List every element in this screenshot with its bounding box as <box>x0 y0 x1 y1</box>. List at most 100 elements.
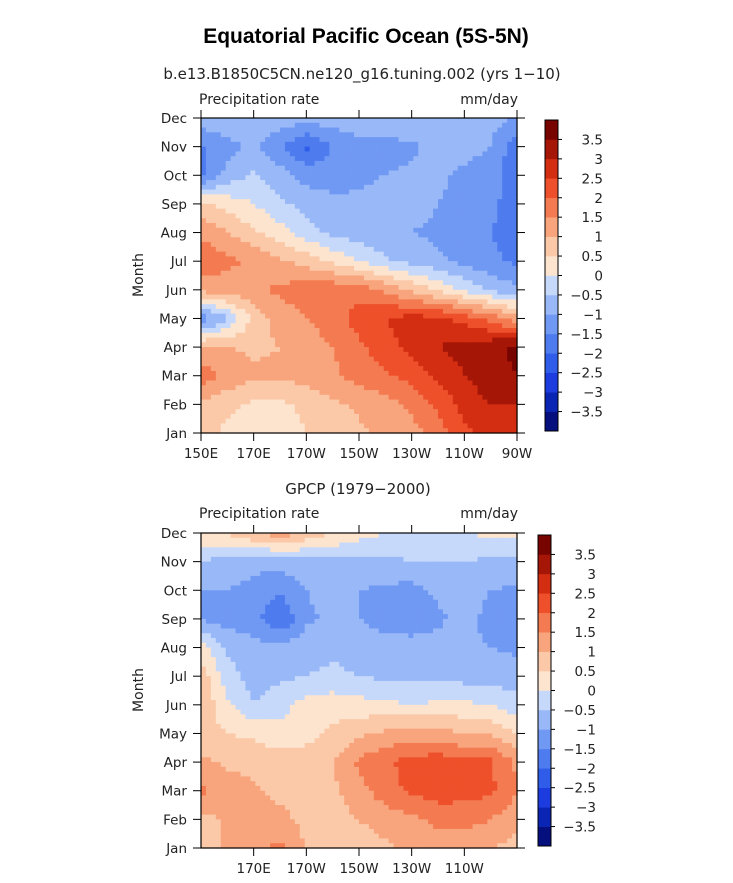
panel-model-contour-cell <box>349 285 355 291</box>
panel-model-contour-cell <box>502 337 508 343</box>
panel-model-contour-cell <box>368 203 375 210</box>
panel-model-contour-cell <box>492 289 498 296</box>
panel-model-contour-cell <box>467 409 474 415</box>
panel-model-contour-cell <box>245 428 251 434</box>
panel-model-contour-cell <box>408 203 414 210</box>
panel-model-contour-cell <box>487 203 493 210</box>
panel-model-contour-cell <box>240 256 247 262</box>
panel-model-contour-cell <box>423 332 429 339</box>
panel-model-contour-cell <box>354 127 360 133</box>
panel-model-contour-cell <box>433 399 439 405</box>
panel-model-contour-cell <box>280 141 286 148</box>
panel-model-contour-cell <box>507 347 513 353</box>
panel-model-contour-cell <box>418 180 424 186</box>
panel-model-contour-cell <box>467 203 474 210</box>
panel-model-contour-cell <box>265 289 271 296</box>
panel-model-contour-cell <box>201 399 207 405</box>
panel-model-contour-cell <box>428 208 434 215</box>
panel-model-contour-cell <box>393 265 400 272</box>
panel-model-contour-cell <box>363 351 370 358</box>
panel-model-contour-cell <box>359 160 365 167</box>
panel-model-contour-cell <box>359 380 365 386</box>
panel-gpcp-contour-cell <box>467 575 474 582</box>
panel-model-contour-cell <box>334 194 340 200</box>
panel-model-contour-cell <box>230 132 237 138</box>
panel-model-contour-cell <box>294 294 301 300</box>
panel-gpcp-contour-cell <box>265 537 271 544</box>
panel-model-contour-cell <box>433 223 439 229</box>
panel-model-contour-cell <box>309 170 316 176</box>
panel-model-contour-cell <box>447 409 454 415</box>
panel-model-contour-cell <box>507 285 513 291</box>
panel-model-contour-cell <box>299 118 306 124</box>
panel-model-contour-cell <box>235 409 242 415</box>
panel-model-contour-cell <box>240 265 247 272</box>
panel-model-contour-cell <box>418 237 424 243</box>
panel-model-contour-cell <box>472 399 479 405</box>
panel-model-contour-cell <box>255 203 261 210</box>
panel-model-contour-cell <box>487 146 493 153</box>
panel-model-contour-cell <box>201 275 207 281</box>
panel-model-contour-cell <box>428 223 434 229</box>
panel-gpcp-contour-cell <box>255 537 261 544</box>
panel-model-contour-cell <box>319 304 326 310</box>
panel-model-contour-cell <box>403 347 409 353</box>
panel-model-contour-cell <box>393 160 400 167</box>
panel-model-contour-cell <box>492 304 498 310</box>
panel-model-contour-cell <box>442 299 449 305</box>
panel-model-contour-cell <box>339 409 345 415</box>
panel-model-contour-cell <box>205 299 212 305</box>
panel-model-contour-cell <box>309 375 316 382</box>
panel-model-contour-cell <box>388 208 395 215</box>
panel-model-contour-cell <box>250 337 256 343</box>
panel-model-contour-cell <box>299 337 306 343</box>
panel-model-contour-cell <box>344 299 350 305</box>
panel-model-contour-cell <box>260 294 266 300</box>
panel-model-contour-cell <box>240 165 247 172</box>
panel-model-contour-cell <box>497 127 503 133</box>
panel-model-contour-cell <box>482 141 488 148</box>
panel-model-contour-cell <box>487 194 493 200</box>
panel-model-contour-cell <box>388 361 395 367</box>
panel-model-contour-cell <box>487 323 493 329</box>
panel-model-contour-cell <box>403 208 409 215</box>
panel-model-contour-cell <box>280 194 286 200</box>
panel-gpcp-contour-cell <box>289 537 296 544</box>
panel-model-contour-cell <box>275 423 281 429</box>
panel-model-contour-cell <box>388 251 395 258</box>
panel-gpcp-contour-cell <box>507 533 513 539</box>
panel-model-contour-cell <box>230 366 237 372</box>
panel-model-contour-cell <box>255 299 261 305</box>
panel-model-contour-cell <box>413 342 419 348</box>
panel-model-contour-cell <box>220 418 227 425</box>
panel-model-contour-cell <box>235 356 242 363</box>
panel-model-contour-cell <box>299 156 306 162</box>
panel-model-contour-cell <box>329 313 335 320</box>
panel-model-contour-cell <box>482 180 488 186</box>
panel-model-contour-cell <box>398 170 405 176</box>
panel-model-contour-cell <box>447 194 454 200</box>
panel-gpcp-contour-cell <box>284 566 291 572</box>
panel-model-contour-cell <box>492 189 498 195</box>
panel-gpcp-contour-cell <box>398 561 405 568</box>
panel-model-contour-cell <box>220 313 227 320</box>
panel-model-contour-cell <box>309 418 316 425</box>
panel-model-contour-cell <box>502 308 508 315</box>
panel-model-contour-cell <box>225 232 232 238</box>
panel-model-contour-cell <box>447 390 454 396</box>
panel-model-contour-cell <box>393 342 400 348</box>
panel-model-contour-cell <box>457 361 464 367</box>
panel-model-contour-cell <box>403 428 409 434</box>
panel-model-contour-cell <box>497 256 503 262</box>
panel-model-contour-cell <box>438 390 444 396</box>
panel-gpcp-contour-cell <box>408 533 414 539</box>
panel-model-contour-cell <box>354 394 360 401</box>
panel-gpcp-contour-cell <box>339 575 345 582</box>
panel-model-contour-cell <box>215 151 222 157</box>
panel-model-contour-cell <box>334 347 340 353</box>
panel-model-contour-cell <box>210 294 217 300</box>
panel-model-contour-cell <box>294 246 301 253</box>
panel-model-contour-cell <box>403 122 409 129</box>
panel-gpcp-contour-cell <box>512 537 518 544</box>
panel-model-contour-cell <box>329 370 335 377</box>
